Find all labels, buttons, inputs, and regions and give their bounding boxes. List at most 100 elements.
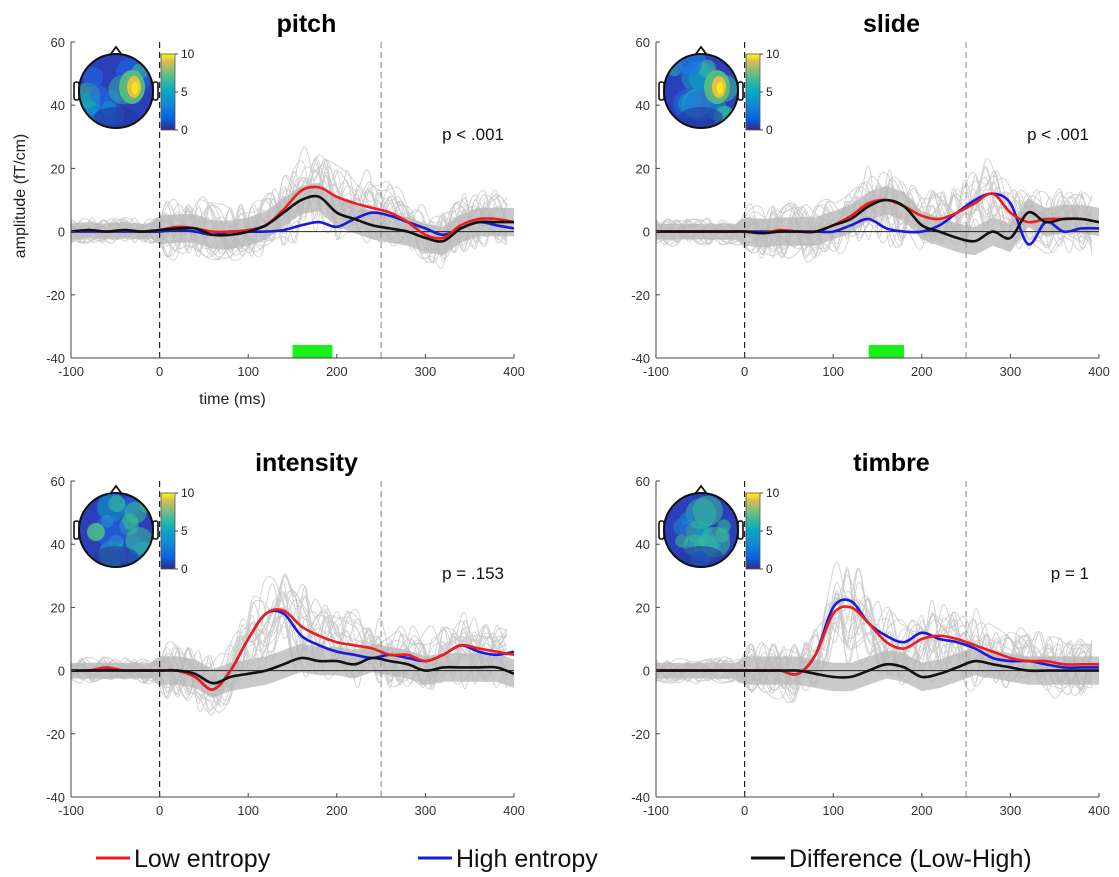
x-tick-label: -100 <box>58 803 84 818</box>
topomap-shade <box>679 546 723 566</box>
series-line-diff <box>71 656 514 685</box>
x-tick-label: 0 <box>156 803 163 818</box>
x-tick-label: 300 <box>415 803 437 818</box>
colorbar-tick-label: 5 <box>181 524 188 538</box>
x-tick-label: -100 <box>58 364 84 379</box>
y-tick-label: 40 <box>636 537 650 552</box>
topomap-nose <box>694 484 708 495</box>
legend-item-high: High entropy <box>418 845 598 873</box>
x-tick-label: 200 <box>326 364 348 379</box>
x-axis-label: time (ms) <box>199 391 266 408</box>
series-line-diff <box>71 194 514 243</box>
topomap-ear-right <box>152 81 159 101</box>
plot-area <box>71 42 514 358</box>
topomap-nose <box>109 484 123 495</box>
y-axis-label: amplitude (fT/cm) <box>12 134 29 258</box>
topomap <box>658 45 744 129</box>
series-line-diff <box>656 198 1099 243</box>
significance-bar <box>292 345 333 358</box>
series-line-diff <box>656 659 1099 679</box>
topomap-blob <box>675 534 689 548</box>
y-tick-label: -20 <box>46 727 65 742</box>
topomap-ear-right <box>737 520 744 540</box>
colorbar-tick-label: 5 <box>181 85 188 99</box>
p-value: p = .153 <box>442 564 504 583</box>
topomap-hotspot-peak <box>716 82 724 94</box>
legend-item-low: Low entropy <box>96 845 271 873</box>
y-tick-label: 60 <box>51 35 65 50</box>
x-tick-label: 100 <box>822 803 844 818</box>
topomap-nose <box>109 45 123 56</box>
y-tick-label: 20 <box>51 600 65 615</box>
colorbar <box>160 492 176 570</box>
topomap-blob <box>108 495 126 513</box>
colorbar-tick-label: 0 <box>181 562 188 576</box>
topomap-blob <box>685 498 717 530</box>
legend-label: Difference (Low-High) <box>789 845 1032 873</box>
panel-title: intensity <box>255 449 358 477</box>
plot-area <box>656 42 1099 358</box>
topomap-blob <box>124 501 147 524</box>
x-tick-label: 0 <box>741 364 748 379</box>
topomap-blob <box>125 527 153 555</box>
colorbar <box>745 53 761 131</box>
y-tick-label: 0 <box>643 664 650 679</box>
legend-label: Low entropy <box>134 845 271 873</box>
subject-trace <box>71 160 508 262</box>
subject-traces <box>71 573 508 716</box>
y-tick-label: -20 <box>631 727 650 742</box>
topomap-ear-right <box>152 520 159 540</box>
y-tick-label: 20 <box>51 161 65 176</box>
colorbar-tick-label: 10 <box>766 47 780 61</box>
y-tick-label: 40 <box>51 537 65 552</box>
topomap-nose <box>694 45 708 56</box>
colorbar <box>160 53 176 131</box>
significance-bar <box>868 345 905 358</box>
x-tick-label: 100 <box>237 803 259 818</box>
p-value: p < .001 <box>1027 125 1089 144</box>
colorbar-tick-label: 10 <box>766 486 780 500</box>
topomap <box>73 484 159 568</box>
legend-label: High entropy <box>456 845 598 873</box>
x-tick-label: 200 <box>911 364 933 379</box>
topomap-hotspot <box>87 523 105 541</box>
legend-item-diff: Difference (Low-High) <box>751 845 1032 873</box>
p-value: p < .001 <box>442 125 504 144</box>
plot-area <box>71 481 514 797</box>
x-tick-label: 300 <box>1000 803 1022 818</box>
colorbar-tick-label: 5 <box>766 85 773 99</box>
x-tick-label: -100 <box>643 803 669 818</box>
colorbar-tick-label: 0 <box>766 123 773 137</box>
confidence-band <box>656 646 1099 692</box>
panel-title: timbre <box>853 449 930 477</box>
topomap <box>73 45 159 129</box>
x-tick-label: 100 <box>237 364 259 379</box>
colorbar-tick-label: 0 <box>766 562 773 576</box>
x-tick-label: 200 <box>326 803 348 818</box>
y-tick-label: -40 <box>46 790 65 805</box>
y-tick-label: 20 <box>636 600 650 615</box>
x-tick-label: 400 <box>503 364 525 379</box>
x-tick-label: 200 <box>911 803 933 818</box>
y-tick-label: 0 <box>58 225 65 240</box>
y-tick-label: 20 <box>636 161 650 176</box>
y-tick-label: -20 <box>46 288 65 303</box>
topomap-blob <box>90 85 109 104</box>
y-tick-label: -40 <box>631 351 650 366</box>
topomap-blob <box>680 512 693 525</box>
p-value: p = 1 <box>1051 564 1089 583</box>
y-tick-label: -40 <box>631 790 650 805</box>
y-tick-label: 0 <box>58 664 65 679</box>
y-tick-label: -20 <box>631 288 650 303</box>
colorbar-tick-label: 5 <box>766 524 773 538</box>
subject-trace <box>71 576 507 716</box>
y-tick-label: 60 <box>636 35 650 50</box>
y-tick-label: 60 <box>51 474 65 489</box>
x-tick-label: 400 <box>1088 803 1110 818</box>
x-tick-label: 0 <box>741 803 748 818</box>
colorbar-tick-label: 10 <box>181 486 195 500</box>
legend: Low entropy High entropy Difference (Low-H… <box>96 845 1032 873</box>
